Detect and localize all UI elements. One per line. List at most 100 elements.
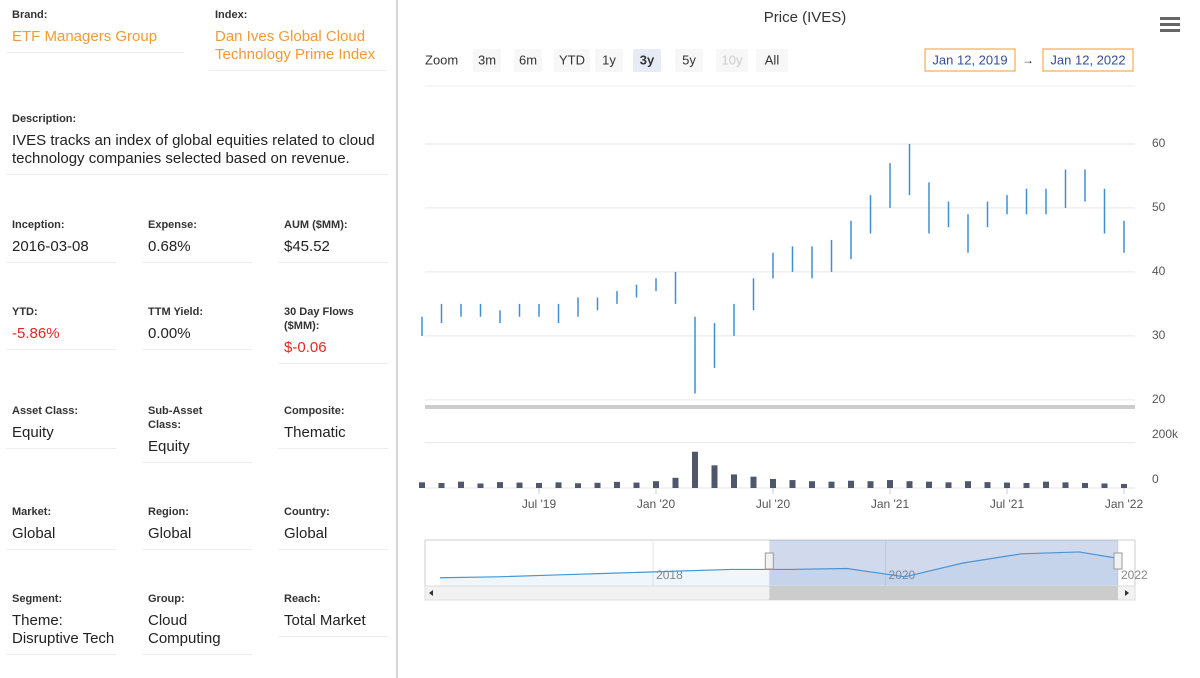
zoom-button-label: 6m — [519, 52, 537, 67]
zoom-button[interactable] — [473, 49, 501, 72]
volume-bar — [965, 481, 971, 488]
field: 30 Day Flows ($MM): $-0.06 — [278, 305, 388, 364]
navigator-handle[interactable] — [764, 552, 774, 570]
volume-bar — [536, 483, 542, 488]
field-value: Dan Ives Global Cloud Technology Prime I… — [215, 28, 376, 63]
volume-bar — [1043, 481, 1049, 488]
field-label: TTM Yield: — [148, 306, 203, 318]
field-value: IVES tracks an index of global equities … — [12, 132, 375, 167]
chart-title: Price (IVES) — [764, 9, 847, 26]
field: YTD: -5.86% — [6, 305, 116, 350]
field: Asset Class: Equity — [6, 404, 116, 449]
fund-info: Brand: ETF Managers Group Index: Dan Ives G… — [0, 0, 398, 678]
date-from-text: Jan 12, 2019 — [932, 52, 1007, 67]
field: Expense: 0.68% — [142, 218, 252, 263]
zoom-button-label: YTD — [559, 52, 585, 67]
y-tick-label: 200k — [1152, 427, 1179, 441]
field: Composite: Thematic — [278, 404, 388, 449]
volume-bar — [438, 483, 445, 488]
date-arrow: → — [1022, 53, 1034, 67]
date-from[interactable] — [924, 48, 1016, 72]
zoom-button[interactable] — [595, 49, 623, 72]
volume-bar — [575, 483, 581, 488]
volume-bar — [926, 481, 932, 488]
scroll-right[interactable] — [1125, 590, 1129, 596]
field-value: 2016-03-08 — [12, 238, 89, 255]
field-value: Thematic — [284, 424, 346, 441]
zoom-button[interactable] — [633, 49, 661, 72]
navigator-label: 2020 — [889, 568, 916, 582]
volume-bar — [1062, 482, 1069, 488]
y-tick-label: 20 — [1152, 392, 1166, 406]
volume-bar — [731, 474, 737, 488]
volume-bar — [809, 481, 815, 488]
zoom-button[interactable] — [675, 49, 703, 72]
volume-bar — [945, 482, 952, 488]
volume-bar — [516, 482, 523, 488]
navigator-area — [440, 551, 1118, 586]
field-value: Equity — [12, 424, 54, 441]
volume-bar — [828, 481, 835, 488]
field-label: Reach: — [284, 593, 321, 605]
menu-icon[interactable] — [1160, 17, 1180, 32]
zoom-button[interactable] — [716, 49, 748, 72]
field-label: Market: — [12, 506, 52, 518]
volume-bar — [692, 451, 698, 488]
zoom-button-label: 1y — [602, 52, 616, 67]
field-value: Total Market — [284, 612, 366, 629]
volume-bar — [594, 482, 601, 488]
volume-bar — [672, 477, 679, 488]
navigator-label: 2022 — [1121, 568, 1148, 582]
volume-bar — [458, 481, 464, 488]
scrollbar-thumb[interactable] — [769, 586, 1118, 600]
volume-bar — [848, 480, 854, 488]
volume-bar — [750, 476, 757, 488]
zoom-button[interactable] — [554, 49, 590, 72]
field: Region: Global — [142, 505, 252, 550]
y-tick-label: 60 — [1152, 136, 1166, 150]
volume-bar — [555, 482, 562, 488]
volume-bar — [1023, 483, 1030, 488]
field-value: Cloud Computing — [148, 612, 221, 647]
zoom-button-label: 5y — [682, 52, 696, 67]
date-to[interactable] — [1042, 48, 1134, 72]
x-tick-label: Jul '21 — [990, 497, 1025, 511]
scroll-left[interactable] — [429, 590, 433, 596]
x-tick-label: Jul '19 — [522, 497, 557, 511]
volume-bar — [1121, 483, 1127, 488]
field: Segment: Theme: Disruptive Tech — [6, 592, 116, 655]
field-label: YTD: — [12, 306, 38, 318]
volume-bar — [419, 482, 425, 488]
field: Description: IVES tracks an index of glob… — [6, 112, 388, 175]
field-label: Sub-Asset Class: — [148, 405, 203, 431]
field-value: Global — [284, 525, 328, 542]
zoom-button-label: 3m — [478, 52, 496, 67]
volume-bar — [497, 482, 503, 488]
x-tick-label: Jan '20 — [637, 497, 676, 511]
y-tick-label: 30 — [1152, 328, 1166, 342]
field-label: AUM ($MM): — [284, 219, 348, 231]
field-label: Expense: — [148, 219, 197, 231]
field: AUM ($MM): $45.52 — [278, 218, 388, 263]
zoom-button-label: All — [765, 52, 780, 67]
volume-bar — [1082, 483, 1088, 488]
field-value: $-0.06 — [284, 339, 327, 356]
volume-bar — [1101, 483, 1108, 488]
y-tick-label: 40 — [1152, 264, 1166, 278]
x-tick-label: Jan '21 — [871, 497, 910, 511]
zoom-button[interactable] — [514, 49, 542, 72]
chart: Price (IVES) Zoom 3m 6m YTD 1y 3y 5y 10y All Jan … — [419, 9, 1180, 601]
zoom-button[interactable] — [756, 49, 788, 72]
volume-bar — [984, 482, 991, 488]
y-tick-label: 0 — [1152, 472, 1159, 486]
field: TTM Yield: 0.00% — [142, 305, 252, 350]
field-value: 0.68% — [148, 238, 191, 255]
field: Market: Global — [6, 505, 116, 550]
volume-bar — [653, 481, 659, 488]
volume-bar — [633, 482, 640, 488]
field: Reach: Total Market — [278, 592, 388, 637]
field: Inception: 2016-03-08 — [6, 218, 116, 263]
field-value: 0.00% — [148, 325, 191, 342]
navigator-handle[interactable] — [1113, 552, 1123, 570]
